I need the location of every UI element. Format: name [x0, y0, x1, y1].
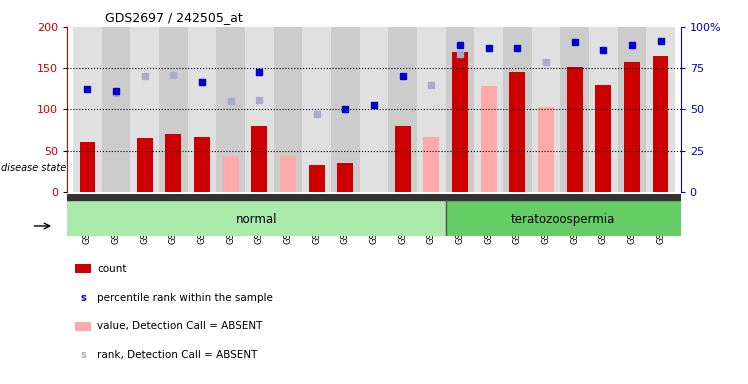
Bar: [423, 137, 439, 192]
Bar: [216, 27, 245, 192]
Bar: [302, 27, 331, 192]
Bar: [481, 86, 497, 192]
Bar: [67, 194, 681, 200]
Bar: [159, 27, 188, 192]
Bar: [137, 138, 153, 192]
Bar: [130, 27, 159, 192]
Bar: [560, 27, 589, 192]
Bar: [474, 27, 503, 192]
Bar: [223, 157, 239, 192]
Bar: [274, 27, 302, 192]
Bar: [165, 134, 181, 192]
Bar: [503, 27, 532, 192]
Bar: [309, 165, 325, 192]
Text: count: count: [97, 264, 126, 274]
Bar: [337, 163, 353, 192]
Text: rank, Detection Call = ABSENT: rank, Detection Call = ABSENT: [97, 350, 257, 360]
Bar: [194, 137, 210, 192]
Text: s: s: [80, 350, 86, 360]
Text: value, Detection Call = ABSENT: value, Detection Call = ABSENT: [97, 321, 263, 331]
Bar: [79, 142, 95, 192]
Bar: [417, 27, 446, 192]
Bar: [251, 126, 267, 192]
Text: percentile rank within the sample: percentile rank within the sample: [97, 293, 273, 303]
Bar: [73, 27, 102, 192]
Text: s: s: [80, 293, 86, 303]
Bar: [452, 52, 468, 192]
Bar: [245, 27, 274, 192]
Text: normal: normal: [236, 213, 278, 226]
Bar: [624, 62, 640, 192]
Bar: [395, 126, 411, 192]
Bar: [646, 27, 675, 192]
Bar: [589, 27, 618, 192]
Bar: [388, 27, 417, 192]
Bar: [331, 27, 360, 192]
Bar: [188, 27, 216, 192]
Bar: [309, 167, 325, 192]
Bar: [165, 134, 181, 192]
Bar: [446, 27, 474, 192]
Bar: [532, 27, 560, 192]
Bar: [137, 138, 153, 192]
Bar: [509, 72, 525, 192]
Bar: [567, 66, 583, 192]
Bar: [280, 157, 296, 192]
Bar: [595, 85, 611, 192]
Bar: [360, 27, 388, 192]
Text: teratozoospermia: teratozoospermia: [511, 213, 616, 226]
Bar: [102, 27, 130, 192]
Bar: [446, 200, 681, 236]
Bar: [538, 107, 554, 192]
Text: disease state: disease state: [1, 163, 67, 173]
Text: GDS2697 / 242505_at: GDS2697 / 242505_at: [105, 12, 242, 25]
Bar: [618, 27, 646, 192]
Bar: [653, 56, 669, 192]
Bar: [67, 200, 446, 236]
